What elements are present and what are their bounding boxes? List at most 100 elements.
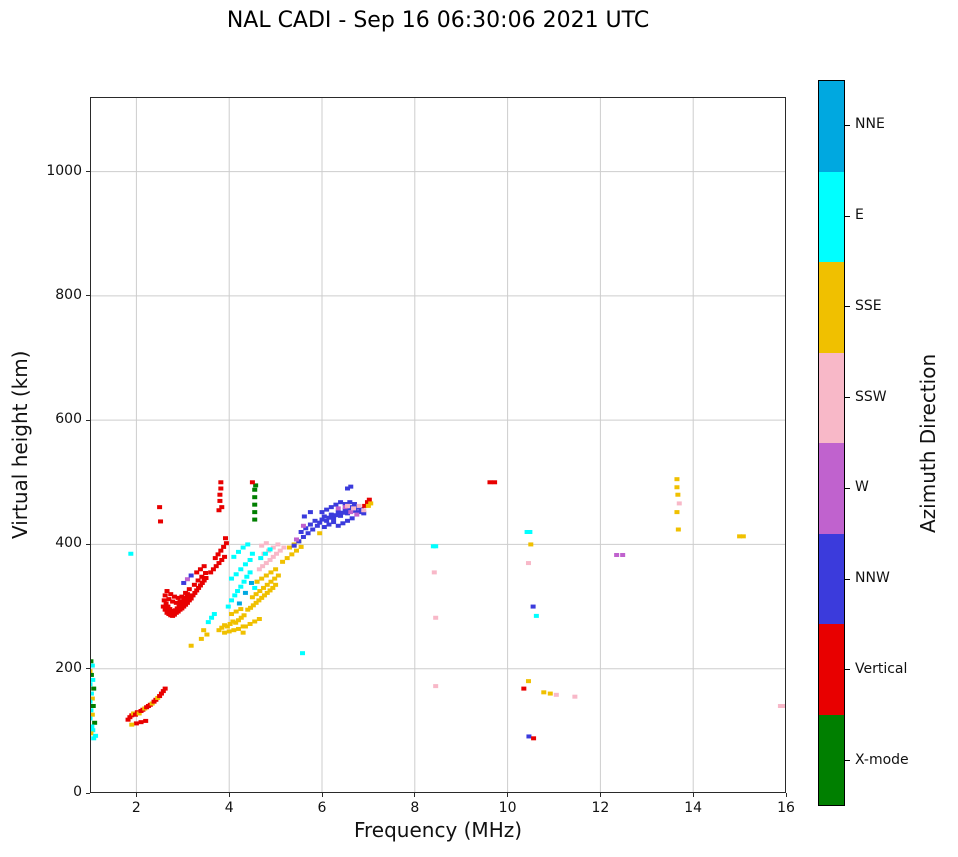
- y-tick-label: 200: [55, 659, 82, 676]
- data-point: [157, 694, 163, 699]
- data-point: [93, 733, 99, 738]
- colorbar-segment-ssw: [819, 352, 844, 443]
- data-point: [261, 593, 267, 598]
- data-point: [163, 601, 169, 606]
- data-point: [166, 597, 172, 602]
- data-point: [162, 607, 168, 612]
- colorbar-tick-label: NNE: [855, 116, 885, 133]
- data-point: [348, 484, 354, 489]
- data-point: [205, 620, 211, 625]
- data-point: [675, 527, 681, 532]
- data-point: [219, 557, 225, 562]
- data-point: [319, 510, 325, 515]
- data-point: [317, 531, 323, 536]
- data-point: [368, 501, 374, 506]
- data-point: [242, 590, 248, 595]
- data-point: [217, 492, 223, 497]
- plot-spine: [90, 97, 786, 793]
- x-tick-label: 10: [498, 800, 517, 816]
- data-point: [235, 626, 241, 631]
- data-point: [219, 625, 225, 630]
- data-point: [160, 604, 166, 609]
- data-point: [90, 699, 93, 704]
- data-point: [138, 720, 144, 725]
- data-point: [572, 694, 578, 699]
- data-point: [90, 672, 94, 677]
- data-point: [241, 613, 247, 618]
- data-point: [224, 624, 230, 629]
- data-point: [132, 712, 138, 717]
- data-point: [235, 618, 241, 623]
- data-point: [90, 682, 93, 687]
- data-point: [184, 595, 190, 600]
- data-point: [340, 521, 346, 526]
- data-point: [328, 505, 334, 510]
- data-point: [324, 518, 330, 523]
- data-point: [351, 502, 357, 507]
- x-tick-mark: [321, 793, 323, 797]
- colorbar-tick-label: E: [855, 207, 864, 224]
- data-point: [201, 628, 207, 633]
- colorbar-tick: [845, 397, 850, 399]
- data-point: [264, 590, 270, 595]
- data-point: [433, 544, 439, 549]
- y-tick-label: 400: [55, 535, 82, 552]
- y-tick-mark: [86, 543, 90, 545]
- data-point: [362, 503, 368, 508]
- data-point: [161, 598, 167, 603]
- data-point: [245, 607, 251, 612]
- data-point: [524, 530, 530, 534]
- y-tick-mark: [86, 171, 90, 173]
- data-point: [128, 551, 134, 556]
- data-point: [335, 523, 341, 528]
- data-point: [256, 567, 262, 572]
- data-point: [324, 507, 330, 512]
- data-point: [364, 500, 370, 505]
- data-point: [125, 717, 131, 722]
- scatter-canvas: [90, 97, 786, 793]
- colorbar: [818, 80, 845, 806]
- y-tick-label: 800: [55, 286, 82, 303]
- colorbar-tick: [845, 124, 850, 126]
- data-point: [268, 579, 274, 584]
- data-point: [244, 574, 250, 579]
- data-point: [238, 615, 244, 620]
- data-point: [528, 542, 534, 547]
- data-point: [227, 621, 233, 626]
- data-point: [259, 543, 265, 548]
- data-point: [203, 575, 209, 580]
- data-point: [275, 542, 281, 547]
- y-tick-mark: [86, 792, 90, 794]
- data-point: [281, 545, 287, 550]
- data-point: [267, 588, 273, 593]
- data-point: [90, 728, 96, 733]
- x-tick-label: 2: [131, 800, 141, 816]
- data-point: [533, 613, 539, 618]
- data-point: [241, 579, 247, 584]
- colorbar-tick: [845, 487, 850, 489]
- data-point: [541, 690, 547, 695]
- data-point: [183, 590, 189, 595]
- colorbar-segment-nne: [819, 81, 844, 172]
- data-point: [293, 537, 299, 542]
- colorbar-tick-label: SSW: [855, 388, 887, 405]
- data-point: [345, 511, 351, 516]
- data-point: [143, 718, 149, 723]
- data-point: [181, 580, 187, 585]
- data-point: [275, 573, 281, 578]
- data-point: [198, 636, 204, 641]
- x-tick-label: 4: [224, 800, 234, 816]
- data-point: [221, 544, 227, 549]
- data-point: [249, 480, 255, 485]
- data-point: [259, 595, 265, 600]
- x-tick-mark: [785, 793, 787, 797]
- x-tick-label: 14: [684, 800, 703, 816]
- data-point: [165, 604, 171, 609]
- data-point: [365, 503, 371, 508]
- data-point: [91, 736, 97, 741]
- data-point: [226, 629, 232, 634]
- data-point: [175, 595, 181, 600]
- data-point: [289, 552, 295, 557]
- y-tick-label: 600: [55, 411, 82, 428]
- data-point: [197, 583, 203, 588]
